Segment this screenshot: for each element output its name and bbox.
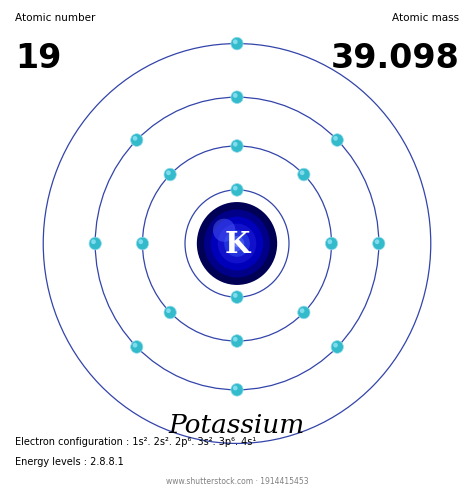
Circle shape: [233, 240, 241, 248]
Circle shape: [328, 240, 332, 244]
Circle shape: [231, 384, 243, 396]
Circle shape: [375, 240, 379, 244]
Circle shape: [230, 237, 244, 251]
Circle shape: [233, 186, 237, 191]
Circle shape: [133, 137, 137, 142]
Text: Electron configuration : 1s². 2s². 2p⁶. 3s². 3p⁶. 4s¹: Electron configuration : 1s². 2s². 2p⁶. …: [15, 436, 256, 446]
Circle shape: [164, 306, 176, 319]
Circle shape: [233, 41, 237, 45]
Circle shape: [231, 141, 243, 153]
Circle shape: [231, 38, 243, 51]
Text: 39.098: 39.098: [330, 42, 459, 75]
Circle shape: [231, 184, 243, 197]
Circle shape: [233, 293, 237, 298]
Circle shape: [325, 238, 337, 250]
Text: Energy levels : 2.8.8.1: Energy levels : 2.8.8.1: [15, 456, 124, 466]
Circle shape: [204, 210, 270, 278]
Circle shape: [224, 231, 250, 257]
Circle shape: [91, 240, 96, 244]
Text: K: K: [224, 229, 250, 259]
Circle shape: [131, 135, 143, 147]
Text: Potassium: Potassium: [169, 412, 305, 437]
Circle shape: [197, 203, 277, 285]
Circle shape: [211, 217, 263, 271]
Circle shape: [133, 343, 137, 348]
Circle shape: [138, 240, 143, 244]
Circle shape: [137, 238, 149, 250]
Circle shape: [231, 92, 243, 104]
Circle shape: [231, 335, 243, 347]
Circle shape: [166, 171, 171, 176]
Circle shape: [331, 135, 343, 147]
Text: Atomic number: Atomic number: [15, 13, 95, 23]
Circle shape: [300, 308, 304, 313]
Circle shape: [233, 386, 237, 390]
Circle shape: [166, 308, 171, 313]
Circle shape: [164, 169, 176, 182]
Circle shape: [333, 343, 338, 348]
Text: Atomic mass: Atomic mass: [392, 13, 459, 23]
Circle shape: [89, 238, 101, 250]
Circle shape: [213, 219, 236, 243]
Text: 19: 19: [15, 42, 61, 75]
Circle shape: [300, 171, 304, 176]
Circle shape: [231, 291, 243, 304]
Circle shape: [131, 341, 143, 353]
Circle shape: [233, 337, 237, 342]
Circle shape: [331, 341, 343, 353]
Circle shape: [218, 224, 256, 264]
Circle shape: [233, 94, 237, 99]
Circle shape: [373, 238, 385, 250]
Circle shape: [233, 142, 237, 147]
Circle shape: [298, 306, 310, 319]
Circle shape: [333, 137, 338, 142]
Text: www.shutterstock.com · 1914415453: www.shutterstock.com · 1914415453: [166, 476, 308, 485]
Circle shape: [298, 169, 310, 182]
